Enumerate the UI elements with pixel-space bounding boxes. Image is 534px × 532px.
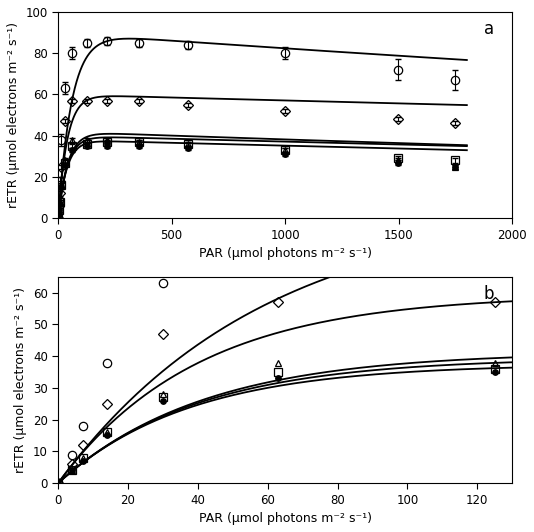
X-axis label: PAR (μmol photons m⁻² s⁻¹): PAR (μmol photons m⁻² s⁻¹) [199, 247, 372, 260]
Text: b: b [484, 285, 494, 303]
X-axis label: PAR (μmol photons m⁻² s⁻¹): PAR (μmol photons m⁻² s⁻¹) [199, 512, 372, 525]
Y-axis label: rETR (μmol electrons m⁻² s⁻¹): rETR (μmol electrons m⁻² s⁻¹) [14, 287, 27, 473]
Y-axis label: rETR (μmol electrons m⁻² s⁻¹): rETR (μmol electrons m⁻² s⁻¹) [7, 22, 20, 208]
Text: a: a [484, 20, 494, 38]
